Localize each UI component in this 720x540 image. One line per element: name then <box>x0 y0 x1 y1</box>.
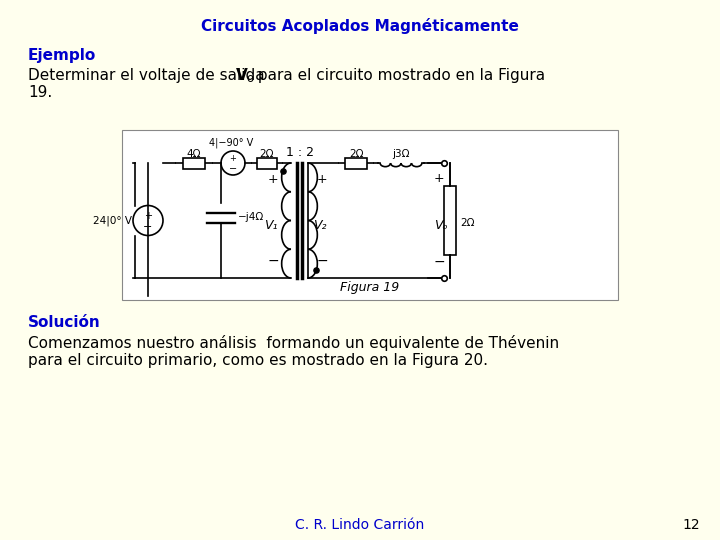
Text: −j4Ω: −j4Ω <box>238 213 264 222</box>
Text: Determinar el voltaje de salida: Determinar el voltaje de salida <box>28 68 269 83</box>
Text: +: + <box>268 173 279 186</box>
Text: −: − <box>316 254 328 268</box>
Bar <box>444 186 456 255</box>
Text: 2Ω: 2Ω <box>460 218 474 227</box>
Text: 1 : 2: 1 : 2 <box>286 146 313 159</box>
Bar <box>122 130 618 300</box>
Bar <box>183 158 205 168</box>
Text: −: − <box>143 222 153 232</box>
Text: Ejemplo: Ejemplo <box>28 48 96 63</box>
Bar <box>258 158 276 168</box>
Bar <box>345 158 366 168</box>
Text: Circuitos Acoplados Magnéticamente: Circuitos Acoplados Magnéticamente <box>201 18 519 34</box>
Text: o: o <box>246 72 253 85</box>
Text: Figura 19: Figura 19 <box>341 281 400 294</box>
Text: V₂: V₂ <box>313 219 327 232</box>
Text: −: − <box>433 255 445 269</box>
Text: C. R. Lindo Carrión: C. R. Lindo Carrión <box>295 518 425 532</box>
Text: j3Ω: j3Ω <box>392 149 410 159</box>
Text: −: − <box>229 164 237 174</box>
Text: −: − <box>267 254 279 268</box>
Text: Vₒ: Vₒ <box>434 219 448 232</box>
Text: +: + <box>230 154 236 163</box>
Text: +: + <box>144 211 152 221</box>
Text: para el circuito mostrado en la Figura: para el circuito mostrado en la Figura <box>253 68 545 83</box>
Text: +: + <box>317 173 328 186</box>
Text: 24|0° V: 24|0° V <box>93 215 132 226</box>
Text: 2Ω: 2Ω <box>260 149 274 159</box>
Text: 4Ω: 4Ω <box>186 149 202 159</box>
Text: 4|−90° V: 4|−90° V <box>209 138 253 148</box>
Text: Comenzamos nuestro análisis  formando un equivalente de Thévenin
para el circuit: Comenzamos nuestro análisis formando un … <box>28 335 559 368</box>
Text: V₁: V₁ <box>264 219 278 232</box>
Text: 2Ω: 2Ω <box>348 149 364 159</box>
Text: 19.: 19. <box>28 85 53 100</box>
Text: Solución: Solución <box>28 315 101 330</box>
Text: 12: 12 <box>683 518 700 532</box>
Text: +: + <box>433 172 444 185</box>
Text: V: V <box>236 68 248 83</box>
